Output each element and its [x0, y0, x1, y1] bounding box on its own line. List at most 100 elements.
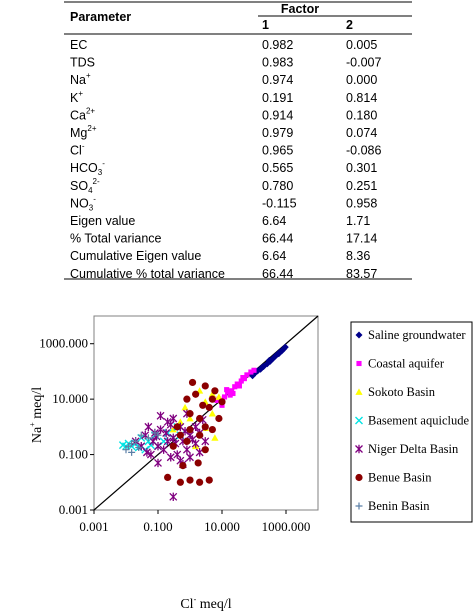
data-point — [196, 414, 204, 423]
legend-marker — [355, 416, 363, 425]
table-row-factor2: 0.958 — [346, 196, 377, 210]
table-row-parameter: Cumulative % total variance — [70, 267, 225, 281]
y-tick-label: 0.100 — [59, 447, 88, 462]
legend-marker — [355, 502, 363, 510]
data-point — [144, 422, 153, 432]
y-tick-label: 0.001 — [59, 502, 88, 517]
data-point — [166, 420, 175, 429]
data-point — [179, 462, 187, 470]
y-tick-label: 10.000 — [52, 391, 88, 406]
legend-label: Coastal aquifer — [368, 357, 445, 371]
table-row-factor2: 0.180 — [346, 108, 377, 122]
data-point — [194, 459, 202, 467]
table-row-factor2: 8.36 — [346, 249, 370, 263]
data-point — [144, 434, 152, 442]
data-point — [186, 425, 194, 434]
data-point — [162, 428, 171, 438]
data-point — [281, 343, 289, 351]
data-point — [154, 431, 162, 439]
data-point — [188, 378, 197, 387]
data-point — [132, 437, 140, 445]
data-point — [186, 453, 194, 462]
data-point — [214, 397, 220, 403]
data-point — [265, 356, 273, 364]
data-point — [135, 443, 143, 451]
data-point — [201, 437, 210, 446]
table-row-parameter: EC — [70, 38, 87, 52]
data-point — [191, 439, 200, 448]
data-point — [154, 458, 162, 468]
data-point — [137, 431, 145, 439]
table-row-factor2: 0.074 — [346, 126, 377, 140]
table-row-factor2: 0.005 — [346, 38, 377, 52]
header-col-1: 1 — [262, 18, 269, 32]
legend-label: Benin Basin — [368, 499, 430, 513]
header-factor: Factor — [281, 2, 319, 16]
table-row-factor1: -0.115 — [262, 196, 297, 210]
factor-loadings-table: Parameter Factor 1 2 EC 0.982 0.005 TDS 0.983 -0.… — [64, 1, 412, 281]
data-point — [164, 473, 172, 482]
data-point — [159, 445, 168, 454]
scatter-chart: 0.001 0.100 10.000 1000.000 0.001 0.100 10.000… — [28, 315, 473, 612]
data-point — [236, 383, 242, 389]
table-row-parameter: TDS — [70, 56, 95, 70]
data-point — [166, 453, 175, 462]
table-row-factor1: 0.780 — [262, 179, 293, 193]
x-tick-label: 10.000 — [204, 519, 240, 534]
legend-marker — [355, 331, 363, 339]
data-point — [224, 387, 230, 393]
data-point — [152, 432, 161, 441]
table-row-factor1: 6.64 — [262, 249, 286, 263]
data-point — [211, 434, 219, 441]
data-point — [128, 440, 136, 448]
x-tick-label: 0.001 — [79, 519, 108, 534]
data-point — [275, 350, 283, 358]
legend-marker — [355, 444, 363, 454]
x-tick-label: 0.100 — [143, 519, 172, 534]
table-row-parameter: NO3- — [70, 194, 96, 212]
data-point — [186, 410, 194, 418]
table-row-factor1: 0.982 — [262, 38, 293, 52]
data-point — [208, 390, 216, 398]
x-tick-label: 1000.000 — [262, 519, 311, 534]
table-row-factor2: 1.71 — [346, 214, 370, 228]
legend-box — [350, 321, 473, 523]
table-row-parameter: K+ — [70, 89, 83, 105]
data-point — [196, 431, 204, 439]
y-axis-label: Na+ meq/l — [28, 387, 45, 443]
table-row-parameter: Na+ — [70, 71, 91, 87]
data-point — [199, 401, 207, 409]
data-point — [173, 423, 181, 431]
data-point — [183, 395, 191, 403]
table-row-factor2: 0.301 — [346, 161, 377, 175]
data-point — [128, 448, 136, 456]
legend-marker — [356, 360, 362, 367]
data-point — [156, 411, 165, 421]
data-point — [186, 476, 194, 484]
table-row-parameter: Mg2+ — [70, 124, 97, 140]
data-point — [201, 423, 209, 431]
legend-label: Saline groundwater — [368, 328, 466, 342]
legend: Saline groundwater Coastal aquifer Sokoto … — [350, 321, 473, 523]
data-point — [201, 446, 209, 454]
header-col-2: 2 — [346, 18, 353, 32]
y-tick-label: 1000.000 — [39, 336, 88, 351]
data-point — [205, 476, 213, 484]
table-row-factor1: 0.974 — [262, 73, 293, 87]
series-niger-delta-basin — [131, 409, 210, 501]
table-row-factor1: 0.965 — [262, 144, 293, 158]
table-row-parameter: Ca2+ — [70, 106, 95, 122]
data-point — [205, 403, 213, 412]
table-row-parameter: Cl- — [70, 142, 85, 158]
table-row-factor2: 0.251 — [346, 179, 377, 193]
header-parameter: Parameter — [70, 10, 131, 24]
table-row-factor2: -0.007 — [346, 56, 381, 70]
one-to-one-line — [93, 315, 319, 511]
legend-label: Niger Delta Basin — [368, 442, 459, 456]
data-point — [186, 414, 194, 422]
legend-marker — [355, 473, 363, 482]
data-point — [176, 478, 184, 486]
data-point — [118, 441, 127, 450]
data-point — [196, 478, 204, 486]
table-row-factor1: 6.64 — [262, 214, 286, 228]
